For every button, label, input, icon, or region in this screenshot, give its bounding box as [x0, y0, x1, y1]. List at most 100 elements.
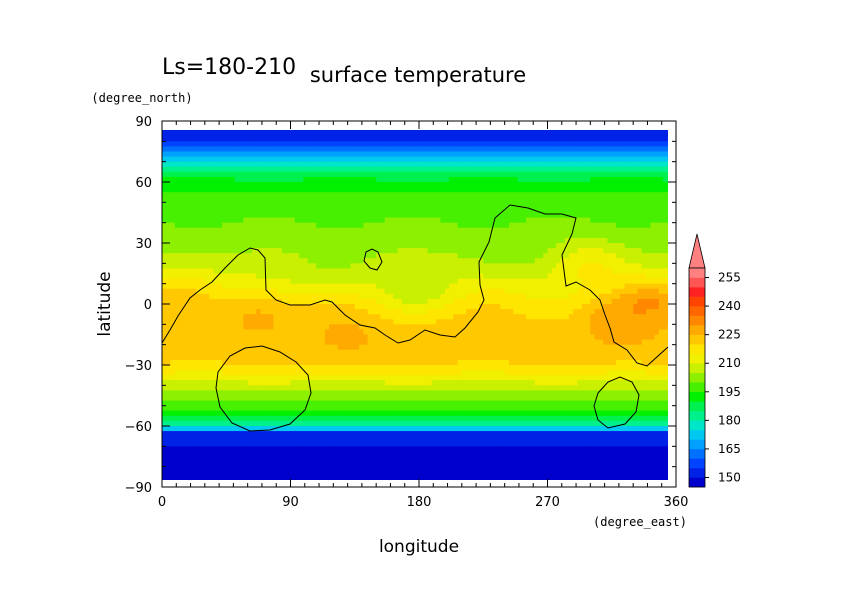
heatmap-cell	[380, 130, 386, 132]
heatmap-cell	[204, 278, 210, 285]
heatmap-cell	[359, 182, 364, 188]
heatmap-cell	[191, 207, 197, 214]
heatmap-cell	[448, 192, 454, 198]
heatmap-cell	[658, 298, 664, 305]
heatmap-cell	[517, 258, 523, 264]
heatmap-cell	[303, 222, 309, 229]
heatmap-cell	[568, 304, 574, 310]
heatmap-cell	[457, 258, 463, 264]
heatmap-cell	[183, 136, 189, 142]
heatmap-cell	[247, 187, 253, 193]
heatmap-cell	[200, 268, 206, 275]
heatmap-cell	[221, 141, 227, 148]
heatmap-cell	[414, 283, 420, 290]
heatmap-cell	[196, 314, 202, 320]
heatmap-cell	[260, 232, 266, 239]
heatmap-cell	[397, 243, 403, 249]
heatmap-cell	[598, 146, 604, 153]
heatmap-cell	[281, 298, 287, 305]
heatmap-cell	[637, 176, 643, 183]
heatmap-cell	[474, 309, 480, 315]
heatmap-cell	[273, 268, 279, 275]
heatmap-cell	[277, 161, 283, 168]
heatmap-cell	[431, 288, 437, 295]
heatmap-cell	[667, 161, 668, 168]
heatmap-cell	[324, 268, 330, 275]
heatmap-cell	[436, 298, 442, 305]
heatmap-cell	[187, 309, 193, 315]
heatmap-cell	[389, 187, 394, 193]
heatmap-cell	[183, 176, 189, 183]
heatmap-cell	[423, 288, 429, 295]
heatmap-cell	[389, 130, 394, 132]
heatmap-cell	[277, 329, 283, 336]
heatmap-cell	[513, 258, 519, 264]
heatmap-cell	[573, 202, 579, 209]
heatmap-cell	[491, 171, 497, 178]
heatmap-cell	[359, 141, 364, 148]
heatmap-cell	[320, 324, 326, 331]
heatmap-cell	[491, 319, 497, 325]
heatmap-cell	[410, 278, 416, 285]
heatmap-cell	[419, 248, 424, 254]
heatmap-cell	[389, 222, 394, 229]
heatmap-cell	[457, 304, 463, 310]
heatmap-cell	[568, 283, 574, 290]
heatmap-cell	[204, 268, 210, 275]
heatmap-cell	[414, 324, 420, 331]
heatmap-cell	[384, 166, 390, 173]
heatmap-cell	[478, 268, 484, 275]
heatmap-cell	[221, 298, 227, 305]
heatmap-cell	[483, 121, 488, 127]
heatmap-cell	[277, 166, 283, 173]
heatmap-cell	[376, 187, 382, 193]
heatmap-cell	[547, 217, 553, 224]
heatmap-cell	[277, 176, 283, 183]
heatmap-cell	[384, 288, 390, 295]
heatmap-cell	[239, 288, 244, 295]
heatmap-cell	[423, 283, 429, 290]
heatmap-cell	[217, 187, 223, 193]
heatmap-cell	[508, 253, 514, 259]
heatmap-cell	[316, 131, 322, 137]
heatmap-cell	[376, 227, 382, 234]
heatmap-cell	[363, 156, 369, 163]
heatmap-cell	[230, 136, 236, 142]
heatmap-cell	[423, 293, 429, 300]
heatmap-cell	[226, 298, 232, 305]
heatmap-cell	[577, 253, 583, 259]
heatmap-cell	[607, 182, 613, 188]
heatmap-cell	[470, 314, 476, 320]
heatmap-cell	[307, 222, 313, 229]
heatmap-cell	[371, 243, 377, 249]
heatmap-cell	[607, 212, 613, 219]
heatmap-cell	[239, 263, 244, 270]
heatmap-cell	[350, 131, 356, 137]
heatmap-cell	[329, 207, 334, 214]
heatmap-cell	[367, 161, 373, 168]
heatmap-cell	[637, 268, 643, 275]
heatmap-cell	[307, 248, 313, 254]
heatmap-cell	[474, 222, 480, 229]
heatmap-cell	[633, 212, 639, 219]
heatmap-cell	[628, 283, 634, 290]
heatmap-cell	[299, 268, 304, 275]
heatmap-cell	[200, 130, 206, 132]
heatmap-cell	[620, 182, 626, 188]
heatmap-cell	[620, 268, 626, 275]
heatmap-cell	[568, 182, 574, 188]
heatmap-cell	[213, 222, 219, 229]
heatmap-cell	[217, 151, 223, 158]
heatmap-cell	[633, 151, 639, 158]
heatmap-cell	[251, 258, 257, 264]
heatmap-cell	[607, 171, 613, 178]
heatmap-cell	[406, 207, 412, 214]
heatmap-cell	[363, 161, 369, 168]
heatmap-cell	[470, 243, 476, 249]
heatmap-cell	[406, 278, 412, 285]
heatmap-cell	[534, 253, 540, 259]
heatmap-cell	[564, 304, 570, 310]
heatmap-cell	[448, 324, 454, 331]
heatmap-cell	[526, 161, 531, 168]
heatmap-cell	[448, 182, 454, 188]
